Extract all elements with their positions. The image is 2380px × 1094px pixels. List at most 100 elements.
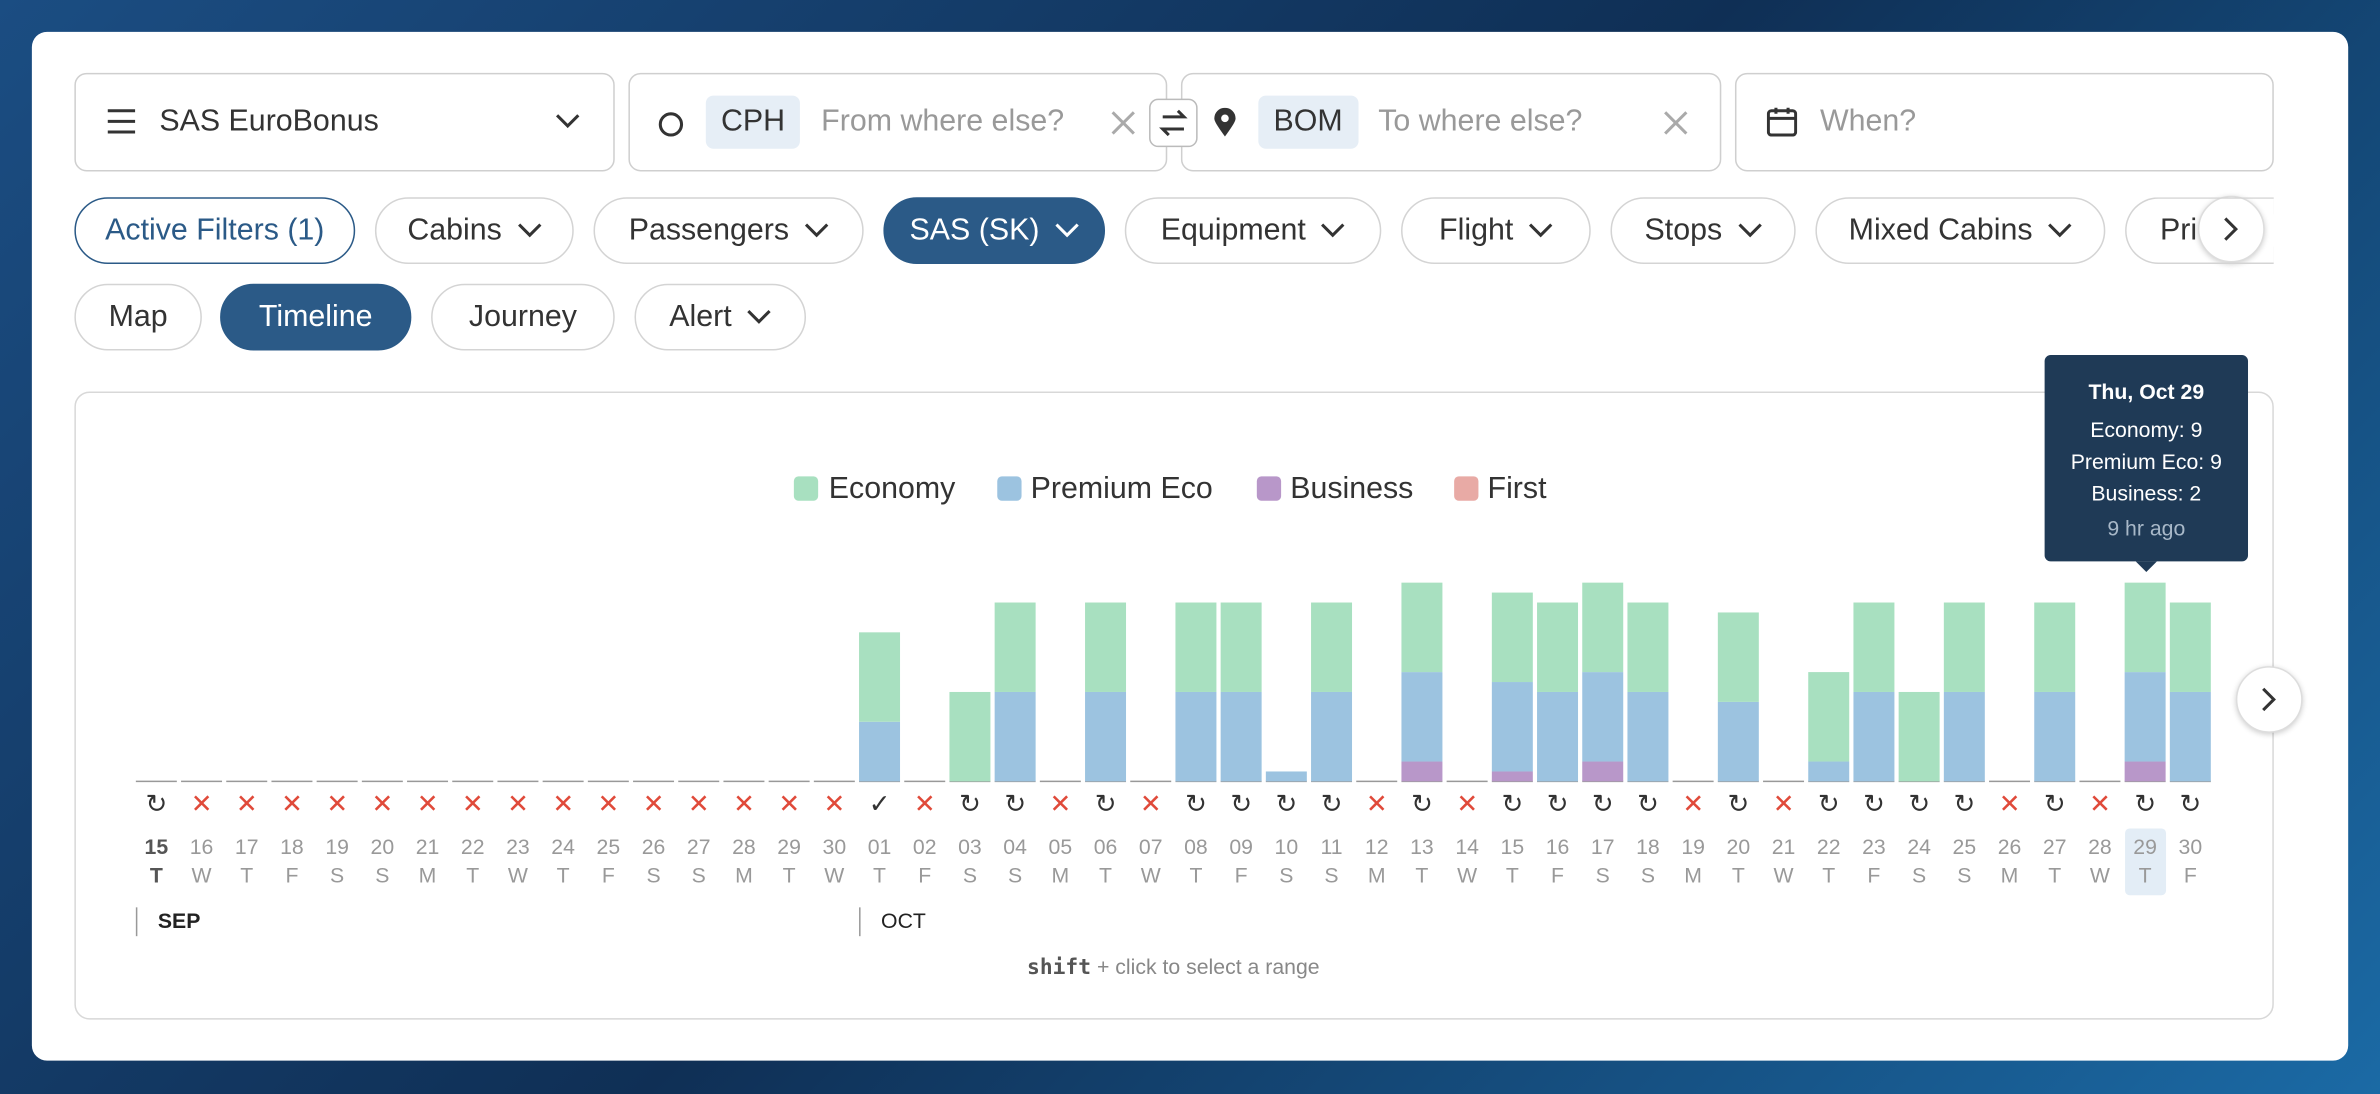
bar-segment[interactable] <box>1401 761 1443 782</box>
bar-segment[interactable] <box>1220 691 1262 782</box>
filter-pill[interactable]: SAS (SK) <box>883 197 1106 265</box>
bar-segment[interactable] <box>1627 602 1669 692</box>
weekday-label: M <box>735 864 753 888</box>
day-label: 27 <box>2043 835 2067 859</box>
bar-segment[interactable] <box>1537 602 1579 692</box>
bar-segment[interactable] <box>994 691 1036 782</box>
weekday-label: F <box>285 864 298 888</box>
bar-segment[interactable] <box>1853 691 1895 782</box>
filter-pill[interactable]: Equipment <box>1124 197 1382 265</box>
destination-field[interactable]: BOM To where else? <box>1180 72 1722 172</box>
filter-pill[interactable]: Flight <box>1401 197 1591 265</box>
day-label: 30 <box>823 835 847 859</box>
bar-segment[interactable] <box>2034 691 2076 782</box>
view-pill[interactable]: Map <box>74 283 202 351</box>
status-icon: ↻ <box>1818 791 1840 819</box>
filter-label: Equipment <box>1160 213 1306 247</box>
date-input[interactable]: When? <box>1819 104 1917 139</box>
bar-segment[interactable] <box>1582 582 1624 673</box>
bar-segment[interactable] <box>859 632 901 722</box>
weekday-label: T <box>2048 864 2061 888</box>
weekday-label: W <box>1774 864 1794 888</box>
filter-pill[interactable]: Stops <box>1610 197 1796 265</box>
day-label: 17 <box>1591 835 1615 859</box>
bar-segment[interactable] <box>2124 582 2166 673</box>
filter-pill[interactable]: Passengers <box>593 197 864 265</box>
clear-icon[interactable] <box>1111 111 1135 135</box>
bar-segment[interactable] <box>2124 761 2166 782</box>
view-pill[interactable]: Timeline <box>220 283 412 351</box>
filter-label: Active Filters (1) <box>105 213 325 247</box>
bar-segment[interactable] <box>1175 602 1217 692</box>
bar-segment[interactable] <box>2034 602 2076 692</box>
bar-segment[interactable] <box>1085 602 1127 692</box>
view-pill[interactable]: Alert <box>634 283 807 351</box>
bar-segment[interactable] <box>2124 672 2166 762</box>
bar-segment[interactable] <box>1537 691 1579 782</box>
status-icon: ↻ <box>1547 791 1569 819</box>
origin-input[interactable]: From where else? <box>821 104 1065 139</box>
filter-pill[interactable]: Pri <box>2125 197 2274 265</box>
bar-segment[interactable] <box>949 691 991 782</box>
weekday-label: T <box>1822 864 1835 888</box>
bar-segment[interactable] <box>1220 602 1262 692</box>
weekday-label: T <box>1506 864 1519 888</box>
bar-segment[interactable] <box>1491 682 1533 772</box>
view-pill[interactable]: Journey <box>431 283 615 351</box>
bar-segment[interactable] <box>1943 602 1985 692</box>
status-icon: ✕ <box>2089 791 2111 819</box>
bar-segment[interactable] <box>2169 691 2211 782</box>
bar-segment[interactable] <box>1311 602 1353 692</box>
bar-segment[interactable] <box>1582 761 1624 782</box>
chevron <box>555 114 580 129</box>
swap-button[interactable] <box>1149 98 1198 148</box>
day-label: 12 <box>1365 835 1389 859</box>
filter-pill[interactable]: Mixed Cabins <box>1815 197 2106 265</box>
bar-segment[interactable] <box>1401 672 1443 762</box>
legend-label: First <box>1488 472 1548 505</box>
bar-segment[interactable] <box>1808 761 1850 782</box>
bar-segment[interactable] <box>1311 691 1353 782</box>
bar-segment[interactable] <box>1582 672 1624 762</box>
bar-segment[interactable] <box>1717 612 1759 702</box>
bar-segment[interactable] <box>2169 602 2211 692</box>
bar-segment[interactable] <box>994 602 1036 692</box>
bar-segment[interactable] <box>1175 691 1217 782</box>
filter-pill[interactable]: Active Filters (1) <box>74 197 356 265</box>
weekday-label: W <box>192 864 212 888</box>
day-label: 19 <box>1681 835 1705 859</box>
bar-segment[interactable] <box>1627 691 1669 782</box>
day-label: 23 <box>506 835 530 859</box>
weekday-label: S <box>330 864 344 888</box>
destination-input[interactable]: To where else? <box>1378 104 1583 139</box>
bar-segment[interactable] <box>1853 602 1895 692</box>
day-label: 08 <box>1184 835 1208 859</box>
status-icon: ✕ <box>1140 791 1162 819</box>
day-label: 07 <box>1139 835 1163 859</box>
program-select[interactable]: SAS EuroBonus <box>74 72 615 172</box>
day-label: 10 <box>1275 835 1299 859</box>
bar-segment[interactable] <box>1491 592 1533 683</box>
filter-label: Cabins <box>407 213 502 247</box>
day-label: 25 <box>1953 835 1977 859</box>
day-label: 16 <box>190 835 214 859</box>
weekday-label: S <box>375 864 389 888</box>
bar-segment[interactable] <box>1717 701 1759 782</box>
date-field[interactable]: When? <box>1734 72 2274 172</box>
chart-next[interactable] <box>2235 666 2303 733</box>
bar-segment[interactable] <box>1085 691 1127 782</box>
status-icon: ↻ <box>1095 791 1117 819</box>
chevron <box>2224 217 2239 241</box>
bar-segment[interactable] <box>1808 672 1850 762</box>
bar-segment[interactable] <box>1401 582 1443 673</box>
bar-segment[interactable] <box>859 721 901 782</box>
filter-pill[interactable]: Cabins <box>374 197 574 265</box>
bar-segment[interactable] <box>1943 691 1985 782</box>
origin-field[interactable]: CPH From where else? <box>628 72 1168 172</box>
bar-segment[interactable] <box>1491 771 1533 782</box>
bar-segment[interactable] <box>1265 771 1307 782</box>
clear-icon[interactable] <box>1664 111 1688 135</box>
status-icon: ✕ <box>688 791 710 819</box>
status-icon: ↻ <box>1185 791 1207 819</box>
bar-segment[interactable] <box>1898 691 1940 782</box>
